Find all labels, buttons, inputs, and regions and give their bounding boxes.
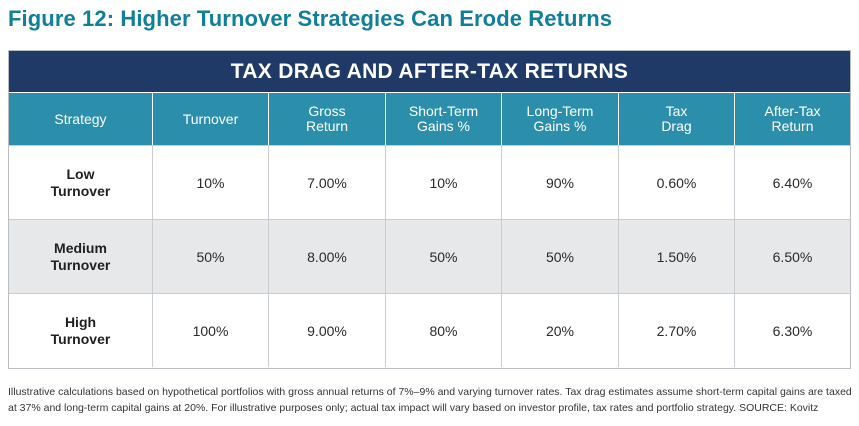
figure-title: Figure 12: Higher Turnover Strategies Ca…: [8, 6, 613, 31]
row-after-tax-return: 6.30%: [772, 322, 813, 339]
row-strategy: High Turnover: [9, 294, 153, 367]
row-gross-return: 9.00%: [269, 294, 386, 367]
tax-drag-table: TAX DRAG AND AFTER-TAX RETURNS Strategy …: [8, 50, 851, 369]
row-after-tax-return: 6.40%: [772, 174, 813, 191]
table-row-low-turnover: Low Turnover 10% 7.00% 10% 90% 0.60% 6.4…: [9, 145, 850, 219]
footnote: Illustrative calculations based on hypot…: [8, 386, 852, 414]
row-long-term-gains: 20%: [502, 294, 619, 367]
row-gross-return: 8.00%: [269, 220, 386, 293]
row-tax-drag: 1.50%: [619, 220, 735, 293]
header-tax-drag: Tax Drag: [619, 93, 735, 145]
header-after-tax-return: After-Tax Return: [764, 103, 821, 134]
row-turnover: 50%: [153, 220, 269, 293]
row-strategy: Medium Turnover: [9, 220, 153, 293]
row-after-tax-return: 6.50%: [772, 248, 813, 265]
row-short-term-gains: 10%: [386, 146, 502, 219]
row-long-term-gains: 90%: [502, 146, 619, 219]
table-row-medium-turnover: Medium Turnover 50% 8.00% 50% 50% 1.50% …: [9, 219, 850, 293]
header-turnover: Turnover: [153, 93, 269, 145]
header-short-term-gains: Short-Term Gains %: [386, 93, 502, 145]
table-row-high-turnover: High Turnover 100% 9.00% 80% 20% 2.70% 6…: [9, 293, 850, 367]
row-gross-return: 7.00%: [269, 146, 386, 219]
row-turnover: 10%: [153, 146, 269, 219]
row-short-term-gains: 80%: [386, 294, 502, 367]
header-long-term-gains: Long-Term Gains %: [502, 93, 619, 145]
table-banner: TAX DRAG AND AFTER-TAX RETURNS: [9, 51, 850, 92]
row-turnover: 100%: [153, 294, 269, 367]
row-strategy: Low Turnover: [9, 146, 153, 219]
row-short-term-gains: 50%: [386, 220, 502, 293]
header-gross-return: Gross Return: [269, 93, 386, 145]
table-header-row: Strategy Turnover Gross Return Short-Ter…: [9, 92, 850, 145]
header-strategy: Strategy: [9, 93, 153, 145]
row-long-term-gains: 50%: [502, 220, 619, 293]
row-tax-drag: 0.60%: [619, 146, 735, 219]
row-tax-drag: 2.70%: [619, 294, 735, 367]
